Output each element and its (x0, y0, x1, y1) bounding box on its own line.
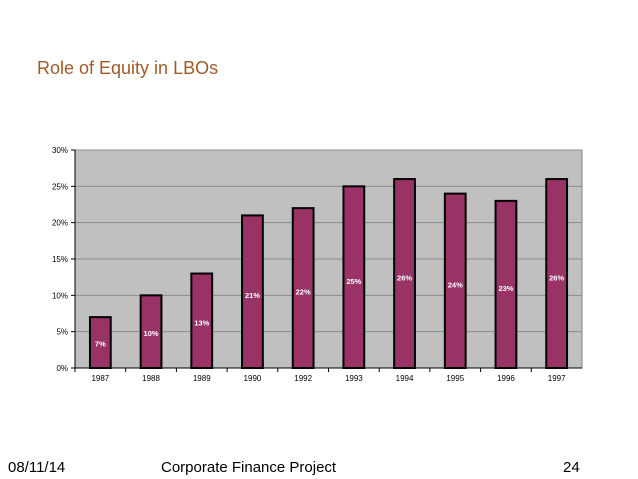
footer-page-number: 24 (563, 459, 580, 476)
y-tick-label: 20% (52, 219, 68, 228)
slide-title: Role of Equity in LBOs (37, 58, 219, 78)
x-tick-label: 1993 (345, 374, 363, 383)
bar-1992 (291, 207, 315, 369)
equity-bar-chart: 0% 5% 10% 15% 20% 25% 30% 1987 7% 1988 10% 1989 13% 1… (42, 142, 588, 392)
data-label: 13% (194, 319, 209, 328)
x-tick-label: 1994 (396, 374, 414, 383)
bar-1990 (241, 214, 264, 370)
x-tick-label: 1988 (142, 374, 160, 383)
data-label: 10% (144, 329, 159, 338)
data-label: 25% (346, 277, 361, 286)
x-tick-label: 1989 (193, 374, 211, 383)
data-label: 26% (549, 273, 564, 282)
footer-project-name: Corporate Finance Project (161, 459, 337, 476)
data-label: 21% (245, 291, 260, 300)
data-label: 24% (448, 280, 463, 289)
x-tick-label: 1990 (244, 374, 262, 383)
bar-1993 (342, 185, 366, 370)
y-tick-label: 5% (56, 328, 68, 337)
bar-1989 (190, 272, 214, 370)
data-label: 23% (498, 284, 513, 293)
x-tick-label: 1996 (497, 374, 515, 383)
y-tick-label: 0% (56, 364, 68, 373)
x-tick-label: 1995 (446, 374, 464, 383)
bar-1997 (545, 178, 569, 369)
x-tick-label: 1987 (91, 374, 109, 383)
y-tick-label: 25% (52, 182, 68, 191)
bar-1994 (393, 178, 416, 369)
footer-date: 08/11/14 (8, 459, 66, 476)
x-tick-label: 1992 (294, 374, 312, 383)
bar-1995 (443, 192, 467, 369)
y-tick-label: 15% (52, 255, 68, 264)
bar-1988 (139, 294, 163, 369)
data-label: 7% (95, 340, 106, 349)
data-label: 26% (397, 273, 412, 282)
bar-1996 (494, 199, 518, 369)
x-tick-label: 1997 (548, 374, 566, 383)
chart-svg: 0% 5% 10% 15% 20% 25% 30% 1987 7% 1988 10% 1989 13% 1… (52, 146, 583, 383)
y-tick-label: 10% (52, 291, 68, 300)
y-tick-label: 30% (52, 146, 68, 155)
bar-1987 (88, 316, 112, 369)
data-label: 22% (296, 287, 311, 296)
